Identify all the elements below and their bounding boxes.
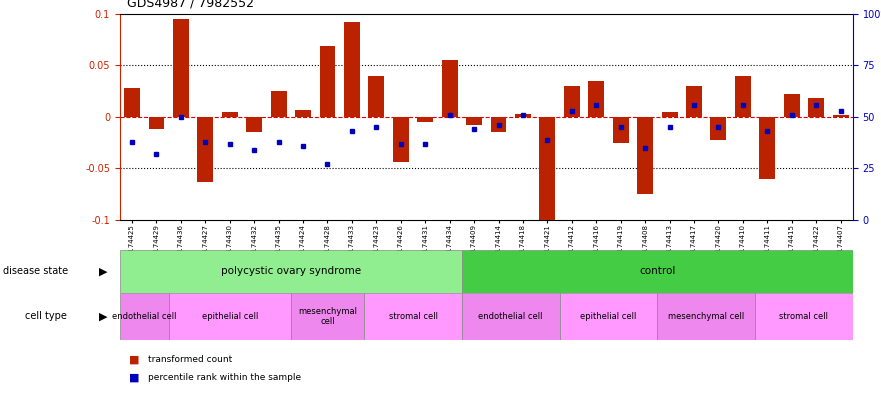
Text: mesenchymal
cell: mesenchymal cell: [298, 307, 357, 326]
Bar: [441, 60, 457, 117]
Bar: [784, 94, 800, 117]
Text: epithelial cell: epithelial cell: [202, 312, 258, 321]
Bar: [833, 115, 848, 117]
Text: endothelial cell: endothelial cell: [478, 312, 543, 321]
Text: endothelial cell: endothelial cell: [112, 312, 176, 321]
Bar: [637, 117, 653, 194]
Bar: [735, 75, 751, 117]
Bar: [120, 250, 462, 293]
Text: cell type: cell type: [25, 311, 67, 321]
Text: GDS4987 / 7982552: GDS4987 / 7982552: [127, 0, 254, 10]
Text: control: control: [639, 266, 676, 276]
Bar: [710, 117, 726, 140]
Bar: [613, 117, 629, 143]
Text: mesenchymal cell: mesenchymal cell: [668, 312, 744, 321]
Text: ▶: ▶: [99, 311, 107, 321]
Bar: [124, 88, 140, 117]
Bar: [589, 81, 604, 117]
Bar: [662, 112, 677, 117]
Text: ▶: ▶: [99, 266, 107, 276]
Bar: [755, 293, 853, 340]
Bar: [291, 293, 364, 340]
Bar: [559, 293, 657, 340]
Text: percentile rank within the sample: percentile rank within the sample: [148, 373, 301, 382]
Bar: [462, 293, 559, 340]
Bar: [491, 117, 507, 132]
Bar: [149, 117, 165, 129]
Text: polycystic ovary syndrome: polycystic ovary syndrome: [221, 266, 361, 276]
Bar: [759, 117, 775, 179]
Bar: [270, 91, 286, 117]
Bar: [364, 293, 462, 340]
Bar: [539, 117, 555, 227]
Bar: [344, 22, 359, 117]
Bar: [686, 86, 702, 117]
Bar: [120, 293, 168, 340]
Bar: [393, 117, 409, 162]
Bar: [222, 112, 238, 117]
Text: transformed count: transformed count: [148, 355, 233, 364]
Bar: [515, 114, 531, 117]
Bar: [564, 86, 580, 117]
Bar: [320, 46, 336, 117]
Bar: [173, 19, 189, 117]
Text: epithelial cell: epithelial cell: [581, 312, 637, 321]
Text: disease state: disease state: [3, 266, 68, 276]
Bar: [197, 117, 213, 182]
Bar: [462, 250, 853, 293]
Text: stromal cell: stromal cell: [389, 312, 438, 321]
Text: ■: ■: [129, 354, 139, 365]
Bar: [657, 293, 755, 340]
Bar: [368, 75, 384, 117]
Bar: [808, 98, 824, 117]
Bar: [247, 117, 263, 132]
Bar: [418, 117, 433, 122]
Text: stromal cell: stromal cell: [780, 312, 828, 321]
Bar: [295, 110, 311, 117]
Text: ■: ■: [129, 372, 139, 382]
Bar: [168, 293, 291, 340]
Bar: [466, 117, 482, 125]
